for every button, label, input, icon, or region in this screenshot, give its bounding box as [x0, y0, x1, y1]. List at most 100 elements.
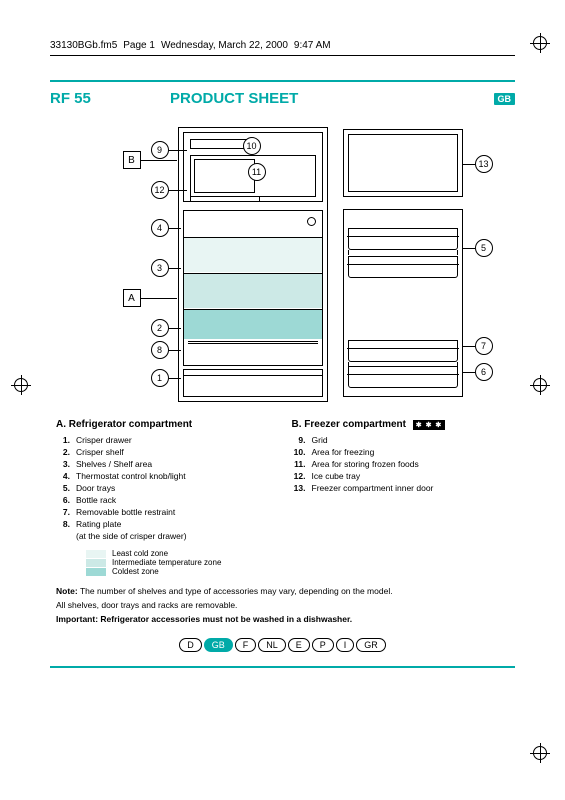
list-item: 5.Door trays: [56, 483, 274, 493]
leader-5: [463, 248, 475, 249]
fridge-diagram: B A 9 12 4 3 2 8 1 10 11 13 5: [83, 119, 483, 409]
lang-pill-e[interactable]: E: [288, 638, 310, 652]
lang-pill-gr[interactable]: GR: [356, 638, 386, 652]
zone-intermediate: Intermediate temperature zone: [112, 558, 221, 567]
print-header: 33130BGb.fm5 Page 1 Wednesday, March 22,…: [50, 40, 515, 56]
note-label: Note:: [56, 586, 78, 596]
section-a: A. Refrigerator compartment 1.Crisper dr…: [56, 419, 274, 576]
section-b-heading-text: B. Freezer compartment: [292, 419, 406, 430]
section-b-heading: B. Freezer compartment ✱ ✱ ✱: [292, 419, 510, 430]
callout-6: 6: [475, 363, 493, 381]
list-item: 11.Area for storing frozen foods: [292, 459, 510, 469]
callout-5: 5: [475, 239, 493, 257]
item-num: 9.: [292, 435, 312, 445]
freeze-symbol: ✱ ✱ ✱: [413, 420, 446, 430]
lang-pill-i[interactable]: I: [336, 638, 355, 652]
callout-1: 1: [151, 369, 169, 387]
callout-3: 3: [151, 259, 169, 277]
title-row: RF 55 PRODUCT SHEET GB: [50, 90, 515, 107]
freeze-inner: [194, 159, 255, 193]
grid-slot: [190, 139, 250, 149]
list-item: 3.Shelves / Shelf area: [56, 459, 274, 469]
lang-pill-p[interactable]: P: [312, 638, 334, 652]
shelf-zone-2: [184, 273, 322, 308]
freezer-door-inner: [348, 134, 458, 192]
swatch-intermediate: [86, 559, 106, 567]
list-item: 13.Freezer compartment inner door: [292, 483, 510, 493]
list-item: 10.Area for freezing: [292, 447, 510, 457]
page-title: PRODUCT SHEET: [170, 90, 494, 107]
item-text: Door trays: [76, 483, 115, 493]
callout-9: 9: [151, 141, 169, 159]
callout-8: 8: [151, 341, 169, 359]
item-num: 5.: [56, 483, 76, 493]
item-text: Crisper shelf: [76, 447, 124, 457]
list-item: 1.Crisper drawer: [56, 435, 274, 445]
item-num: 3.: [56, 459, 76, 469]
list-item: 12.Ice cube tray: [292, 471, 510, 481]
callout-2: 2: [151, 319, 169, 337]
crop-target-mr: [533, 378, 547, 392]
lang-pill-nl[interactable]: NL: [258, 638, 286, 652]
lang-pill-gb[interactable]: GB: [204, 638, 233, 652]
crisper-lid: [184, 370, 322, 376]
zone-legend: Least cold zone Intermediate temperature…: [56, 549, 274, 576]
note-text: The number of shelves and type of access…: [78, 586, 393, 596]
note-line-2: All shelves, door trays and racks are re…: [56, 600, 509, 610]
item-num: 12.: [292, 471, 312, 481]
leader-12: [169, 190, 187, 191]
zone-least: Least cold zone: [112, 549, 168, 558]
fridge-door: [343, 209, 463, 397]
leader-8: [169, 350, 181, 351]
leader-B: [141, 160, 177, 161]
door-bridge-1: [348, 250, 458, 255]
crisper-drawer: [183, 369, 323, 397]
callout-13: 13: [475, 155, 493, 173]
item-text: Rating plate: [76, 519, 121, 529]
item-8-sub: (at the side of crisper drawer): [56, 531, 274, 541]
model-number: RF 55: [50, 90, 170, 107]
item-num: 1.: [56, 435, 76, 445]
callout-4: 4: [151, 219, 169, 237]
leader-2: [169, 328, 181, 329]
header-filename: 33130BGb.fm5: [50, 40, 117, 51]
door-bridge-2: [348, 362, 458, 367]
list-item: 9.Grid: [292, 435, 510, 445]
thermostat-knob: [307, 217, 316, 226]
item-text: Crisper drawer: [76, 435, 132, 445]
item-text: Area for freezing: [312, 447, 375, 457]
swatch-least-cold: [86, 550, 106, 558]
door-tray-1: [348, 228, 458, 250]
ice-tray: [190, 197, 260, 202]
door-tray-2: [348, 256, 458, 278]
item-text: Shelves / Shelf area: [76, 459, 152, 469]
lang-pill-d[interactable]: D: [179, 638, 202, 652]
bottle-restraint: [348, 340, 458, 362]
bottle-rack: [348, 366, 458, 388]
list-item: 2.Crisper shelf: [56, 447, 274, 457]
item-num: 10.: [292, 447, 312, 457]
shelf-zone-3: [184, 309, 322, 339]
fridge-compartment: [183, 210, 323, 366]
freezer-door: [343, 129, 463, 197]
notes-section: Note: The number of shelves and type of …: [50, 586, 515, 624]
callout-11: 11: [248, 163, 266, 181]
header-page: Page 1: [123, 40, 155, 51]
crop-target-br: [533, 746, 547, 760]
note-line-1: Note: The number of shelves and type of …: [56, 586, 509, 596]
item-num: 6.: [56, 495, 76, 505]
section-a-heading: A. Refrigerator compartment: [56, 419, 274, 430]
item-text: Thermostat control knob/light: [76, 471, 186, 481]
item-text: Area for storing frozen foods: [312, 459, 419, 469]
language-row: DGBFNLEPIGR: [50, 638, 515, 652]
leader-9: [169, 150, 187, 151]
callout-A: A: [123, 289, 141, 307]
callout-B: B: [123, 151, 141, 169]
item-text: Removable bottle restraint: [76, 507, 175, 517]
lang-pill-f[interactable]: F: [235, 638, 257, 652]
item-num: 4.: [56, 471, 76, 481]
leader-3a: [169, 268, 181, 269]
item-text: Grid: [312, 435, 328, 445]
item-num: 7.: [56, 507, 76, 517]
swatch-coldest: [86, 568, 106, 576]
